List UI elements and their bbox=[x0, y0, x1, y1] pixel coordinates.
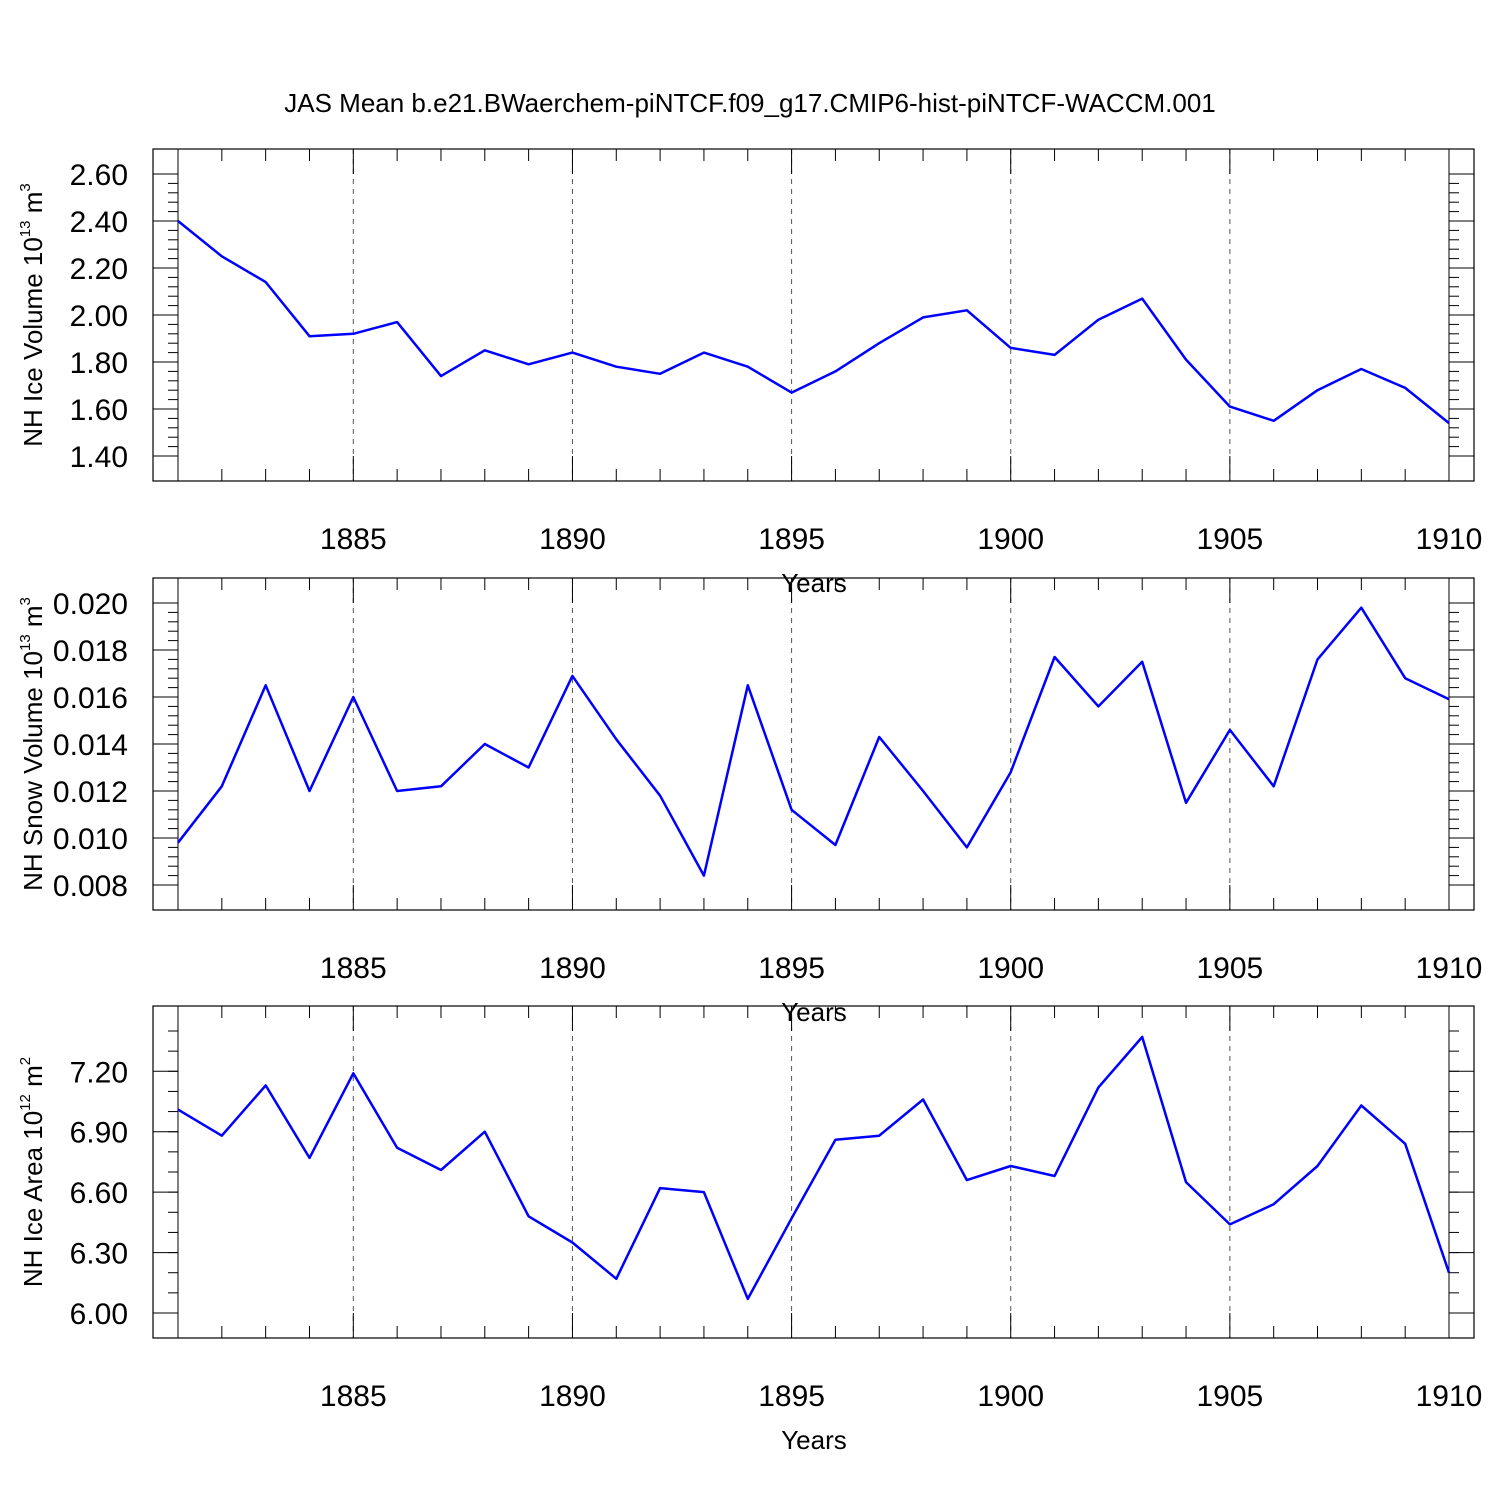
x-tick-label: 1900 bbox=[977, 1380, 1044, 1413]
x-tick-label: 1910 bbox=[1416, 1380, 1483, 1413]
y-tick-label: 0.016 bbox=[53, 682, 128, 715]
plot-frame bbox=[152, 577, 1475, 911]
y-tick-label: 7.20 bbox=[70, 1056, 128, 1089]
y-axis-label: NH Snow Volume 1013 m3 bbox=[17, 597, 48, 891]
figure-title: JAS Mean b.e21.BWaerchem-piNTCF.f09_g17.… bbox=[284, 88, 1215, 118]
y-tick-label: 6.30 bbox=[70, 1238, 128, 1271]
x-tick-label: 1910 bbox=[1416, 523, 1483, 556]
y-tick-label: 1.40 bbox=[70, 441, 128, 474]
panel-2: 0.008 0.010 0.012 0.014 0.016 0.018 0.020 1885 1… bbox=[17, 577, 1483, 1027]
panel-3: 6.00 6.30 6.60 6.90 7.20 1885 1890 1895 1900 1905… bbox=[17, 1005, 1483, 1455]
y-tick-label: 0.012 bbox=[53, 776, 128, 809]
y-axis-label: NH Ice Volume 1013 m3 bbox=[17, 183, 48, 446]
series-line bbox=[177, 606, 1450, 877]
y-tick-label: 0.018 bbox=[53, 635, 128, 668]
y-tick-label: 2.00 bbox=[70, 300, 128, 333]
x-tick-label: 1890 bbox=[539, 1380, 606, 1413]
y-tick-label: 0.020 bbox=[53, 588, 128, 621]
x-tick-label: 1885 bbox=[320, 523, 387, 556]
panels: 1.40 1.60 1.80 2.00 2.20 2.40 2.60 1885 1890 1895… bbox=[17, 148, 1483, 1455]
x-tick-label: 1890 bbox=[539, 952, 606, 985]
x-tick-label: 1900 bbox=[977, 952, 1044, 985]
y-tick-label: 0.008 bbox=[53, 870, 128, 903]
y-tick-label: 6.00 bbox=[70, 1298, 128, 1331]
y-tick-label: 2.40 bbox=[70, 206, 128, 239]
x-tick-label: 1895 bbox=[758, 952, 825, 985]
y-tick-label: 0.014 bbox=[53, 729, 128, 762]
x-tick-label: 1905 bbox=[1196, 523, 1263, 556]
y-tick-label: 2.60 bbox=[70, 159, 128, 192]
y-tick-label: 0.010 bbox=[53, 823, 128, 856]
y-tick-label: 6.90 bbox=[70, 1117, 128, 1150]
x-tick-label: 1905 bbox=[1196, 1380, 1263, 1413]
y-axis-label: NH Ice Area 1012 m2 bbox=[17, 1057, 48, 1287]
plot-frame bbox=[152, 1005, 1475, 1339]
x-tick-label: 1910 bbox=[1416, 952, 1483, 985]
y-tick-label: 2.20 bbox=[70, 253, 128, 286]
x-axis-label: Years bbox=[781, 1425, 847, 1455]
x-tick-label: 1895 bbox=[758, 523, 825, 556]
y-tick-label: 6.60 bbox=[70, 1177, 128, 1210]
x-tick-label: 1890 bbox=[539, 523, 606, 556]
series-line bbox=[177, 220, 1450, 425]
x-axis-label: Years bbox=[781, 997, 847, 1027]
panel-1: 1.40 1.60 1.80 2.00 2.20 2.40 2.60 1885 1890 1895… bbox=[17, 148, 1483, 598]
x-tick-label: 1895 bbox=[758, 1380, 825, 1413]
x-tick-label: 1885 bbox=[320, 952, 387, 985]
plot-frame bbox=[152, 148, 1475, 482]
x-tick-label: 1900 bbox=[977, 523, 1044, 556]
x-axis-label: Years bbox=[781, 568, 847, 598]
x-tick-label: 1885 bbox=[320, 1380, 387, 1413]
series-line bbox=[177, 1035, 1451, 1301]
y-tick-label: 1.60 bbox=[70, 394, 128, 427]
x-tick-label: 1905 bbox=[1196, 952, 1263, 985]
y-tick-label: 1.80 bbox=[70, 347, 128, 380]
